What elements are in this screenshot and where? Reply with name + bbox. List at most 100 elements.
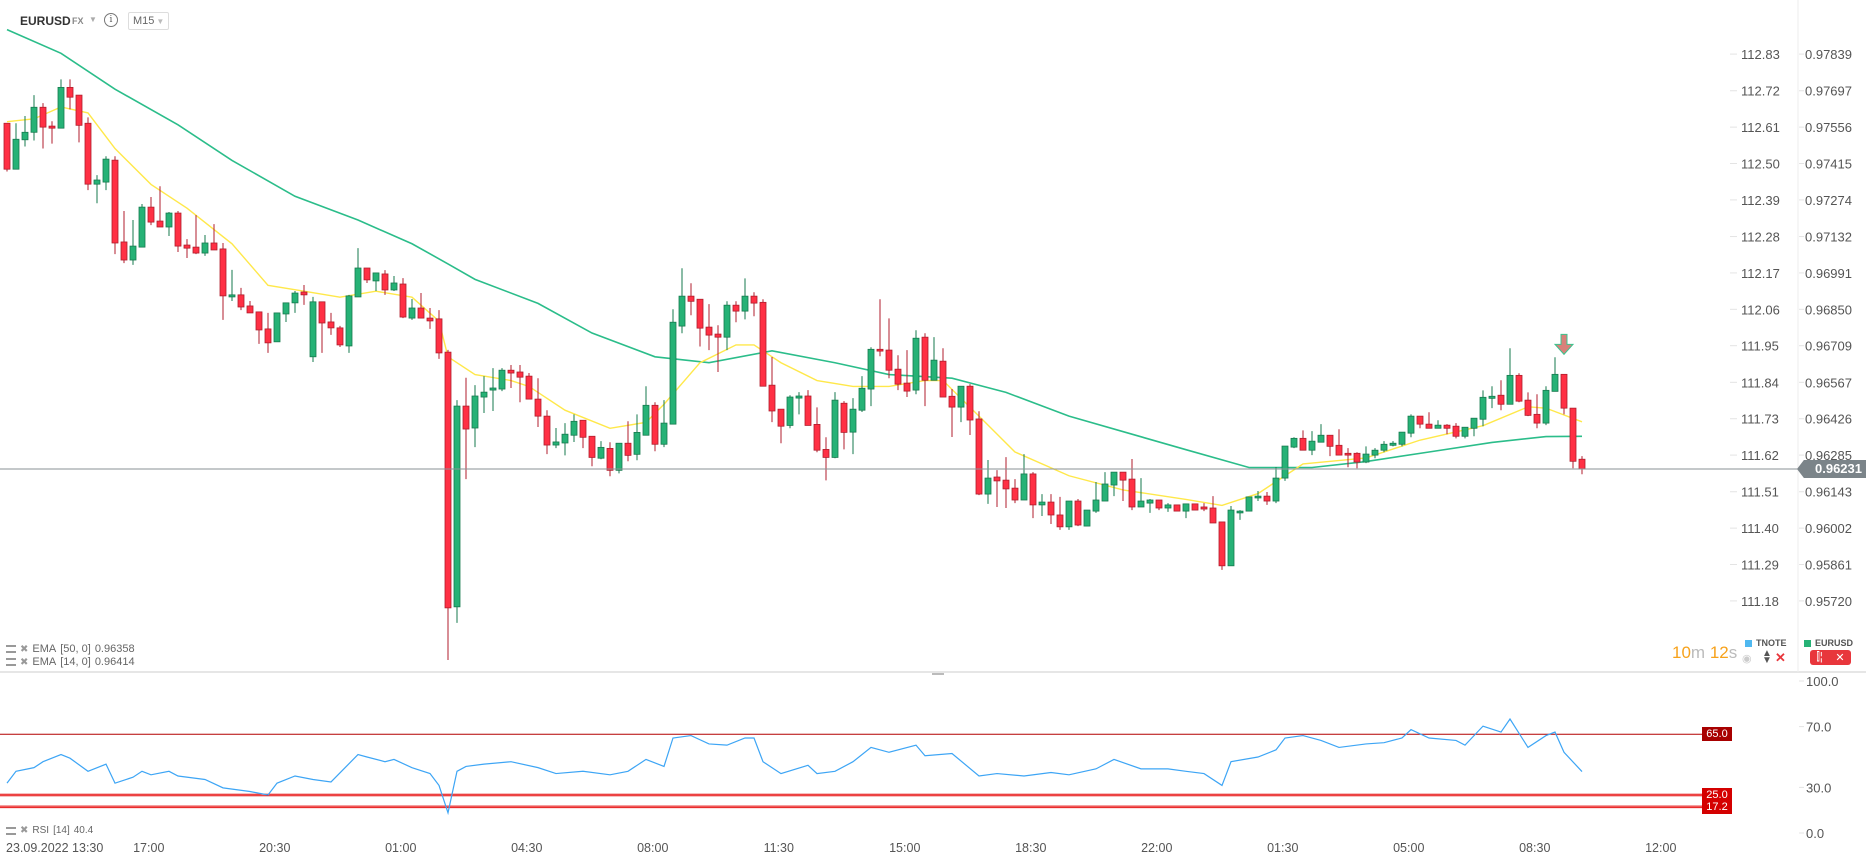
candle bbox=[561, 423, 569, 456]
tnote-color-swatch bbox=[1745, 639, 1752, 647]
candle-body bbox=[1515, 374, 1523, 402]
source-tnote[interactable]: TNOTE bbox=[1745, 638, 1787, 648]
candle bbox=[174, 210, 182, 253]
candle-body bbox=[534, 398, 542, 417]
candle-body bbox=[255, 311, 263, 331]
close-icon[interactable]: ✕ bbox=[1775, 650, 1786, 665]
symbol-dropdown-icon[interactable]: ▼ bbox=[89, 15, 97, 24]
candle bbox=[1164, 503, 1172, 512]
candle-body bbox=[858, 387, 866, 411]
candle-body bbox=[1542, 389, 1550, 424]
candle bbox=[840, 401, 848, 450]
candle-body bbox=[210, 242, 218, 251]
candle-body bbox=[1002, 479, 1010, 490]
info-icon[interactable]: i bbox=[104, 13, 118, 27]
candle-body bbox=[318, 301, 326, 324]
candle bbox=[1317, 424, 1325, 443]
candle bbox=[759, 299, 767, 387]
indicator-settings-icon[interactable] bbox=[6, 658, 16, 666]
candle-body bbox=[345, 295, 353, 347]
countdown-minutes: 10 bbox=[1672, 643, 1691, 662]
candle bbox=[768, 357, 776, 423]
candle-body bbox=[1425, 423, 1433, 429]
eurusd-axis-label: 0.97839 bbox=[1805, 47, 1852, 62]
candle bbox=[390, 276, 398, 291]
candle-body bbox=[1101, 483, 1109, 502]
candle bbox=[705, 304, 713, 351]
candle-body bbox=[354, 267, 362, 298]
candle-body bbox=[102, 158, 110, 183]
candle bbox=[1362, 446, 1370, 464]
candle-body bbox=[507, 369, 515, 374]
ema14-name: EMA bbox=[32, 656, 57, 668]
candle-body bbox=[408, 307, 416, 319]
candle-body bbox=[1488, 395, 1496, 399]
remove-indicator-icon[interactable]: ✖ bbox=[20, 825, 29, 836]
candle-body bbox=[1119, 471, 1127, 481]
tnote-axis-label: 112.39 bbox=[1741, 193, 1780, 208]
candle-body bbox=[183, 244, 191, 249]
candlestick-icon[interactable]: ⫿¦ bbox=[1816, 651, 1823, 663]
candle-body bbox=[1146, 499, 1154, 504]
candle-body bbox=[1524, 399, 1532, 416]
time-axis-label: 12:00 bbox=[1645, 841, 1676, 855]
candle bbox=[1425, 412, 1433, 429]
candle-body bbox=[1434, 424, 1442, 429]
candle bbox=[1038, 494, 1046, 517]
candle-body bbox=[948, 395, 956, 408]
candle-body bbox=[840, 402, 848, 433]
candle bbox=[237, 287, 245, 311]
move-updown-icon[interactable]: ▲ ▼ bbox=[1762, 648, 1772, 666]
indicator-settings-icon[interactable] bbox=[6, 826, 16, 835]
candle-body bbox=[30, 106, 38, 133]
candle bbox=[255, 311, 263, 344]
rsi-axis-label: 70.0 bbox=[1806, 720, 1831, 735]
chevron-down-icon: ▼ bbox=[156, 17, 165, 26]
candle bbox=[975, 411, 983, 496]
remove-indicator-icon[interactable]: ✖ bbox=[20, 656, 29, 668]
candle bbox=[264, 312, 272, 353]
timeframe-dropdown[interactable]: M15 ▼ bbox=[128, 12, 170, 30]
tnote-axis-label: 111.95 bbox=[1741, 339, 1779, 354]
chart-type-control[interactable]: ⫿¦ ✕ bbox=[1810, 650, 1851, 665]
candle bbox=[750, 292, 758, 317]
candle-body bbox=[498, 369, 506, 390]
remove-indicator-icon[interactable]: ✖ bbox=[20, 643, 29, 655]
tnote-axis-label: 111.84 bbox=[1741, 375, 1779, 390]
close-icon[interactable]: ✕ bbox=[1835, 652, 1845, 664]
candle bbox=[1209, 496, 1217, 524]
timeframe-label: M15 bbox=[133, 15, 155, 27]
time-axis-label: 04:30 bbox=[511, 841, 542, 855]
eurusd-axis-label: 0.96991 bbox=[1805, 266, 1852, 281]
candle bbox=[1056, 496, 1064, 530]
candle bbox=[1020, 454, 1028, 501]
candle-body bbox=[363, 267, 371, 281]
candle bbox=[1461, 426, 1469, 439]
tnote-axis-label: 111.18 bbox=[1741, 594, 1779, 609]
candle-body bbox=[192, 246, 200, 254]
candle bbox=[246, 301, 254, 314]
pane-resize-handle[interactable] bbox=[932, 673, 944, 675]
symbol-label[interactable]: EURUSD bbox=[20, 14, 71, 28]
candle bbox=[354, 248, 362, 298]
candle-body bbox=[1092, 499, 1100, 512]
candle-body bbox=[174, 212, 182, 247]
candle bbox=[48, 121, 56, 144]
candle bbox=[570, 414, 578, 442]
eye-icon[interactable]: ◉ bbox=[1742, 653, 1752, 665]
ema50-value: 0.96358 bbox=[94, 643, 135, 655]
candle-body bbox=[1461, 426, 1469, 437]
candle-body bbox=[822, 449, 830, 458]
indicator-settings-icon[interactable] bbox=[6, 645, 16, 653]
time-axis-label: 01:00 bbox=[385, 841, 416, 855]
candle bbox=[849, 398, 857, 455]
candle-body bbox=[1065, 500, 1073, 528]
candle bbox=[831, 392, 839, 459]
candle bbox=[543, 410, 551, 455]
candle-body bbox=[381, 273, 389, 291]
candle bbox=[21, 116, 29, 147]
source-eurusd[interactable]: EURUSD bbox=[1804, 638, 1853, 648]
candle bbox=[1263, 492, 1271, 505]
rsi-params: [14] bbox=[53, 825, 70, 836]
